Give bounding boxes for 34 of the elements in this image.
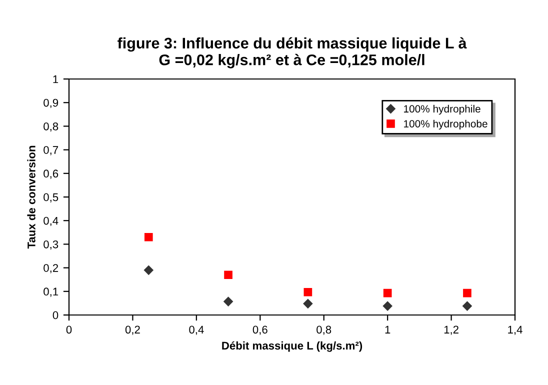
y-tick-label: 0,1 [44, 288, 58, 297]
y-tick-label: 0,9 [44, 98, 58, 108]
y-tick-label: 0,4 [44, 216, 58, 226]
point [462, 301, 472, 311]
y-tick-label: 0 [52, 311, 58, 320]
x-tick-label: 1,2 [444, 326, 458, 335]
legend-label: 100% hydrophile [404, 104, 480, 115]
y-tick-label: 0,5 [44, 193, 58, 202]
point [382, 301, 392, 311]
x-tick-label: 0,2 [125, 326, 140, 335]
point [144, 232, 153, 242]
point [224, 270, 232, 280]
x-tick-label: 0,4 [189, 326, 204, 335]
point [383, 288, 392, 298]
legend-label: 100% hydrophobe [404, 120, 488, 130]
x-axis-title: Débit massique L (kg/s.m²) [222, 341, 362, 352]
x-tick-label: 0,8 [316, 326, 332, 335]
x-tick-label: 0,6 [252, 326, 268, 335]
point [144, 266, 154, 275]
y-tick-label: 0,8 [44, 122, 58, 132]
point [304, 288, 312, 296]
x-tick-label: 1,4 [508, 326, 522, 335]
y-axis-title: Taux de conversion [27, 146, 36, 249]
y-tick-label: 0,6 [44, 170, 58, 179]
y-tick-label: 0,3 [44, 240, 58, 250]
chart-title: figure 3: Influence du débit massique liquide L à G =0,02 kg/s.m² et à Ce =0,125 mole/l [118, 37, 467, 68]
y-tick-label: 1 [53, 75, 58, 84]
x-tick-label: 1 [385, 326, 390, 334]
point [303, 299, 313, 308]
y-tick-label: 0,7 [44, 146, 58, 156]
y-tick-label: 0,2 [44, 264, 58, 274]
point [224, 296, 233, 306]
x-tick-label: 0 [66, 326, 72, 334]
point [463, 288, 472, 298]
